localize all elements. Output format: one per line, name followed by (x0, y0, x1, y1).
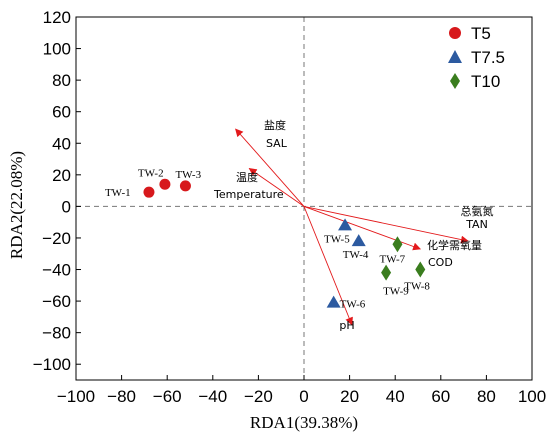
x-tick-label: −60 (153, 387, 182, 406)
vector-label-en-cod: COD (428, 256, 453, 269)
vector-label-cn-temperature: 温度 (236, 170, 258, 184)
legend: T5 T7.5 T10 (448, 24, 505, 91)
point-label-tw-4: TW-4 (343, 249, 369, 261)
y-tick-label: −40 (42, 261, 71, 280)
legend-label-t5: T5 (471, 24, 491, 43)
legend-label-t10: T10 (471, 72, 500, 91)
axes: −100 −80 −60 −40 −20 0 20 40 60 80 100 −100 −80 −60 −4… (33, 8, 546, 406)
point-tw-9 (381, 264, 392, 281)
point-label-tw-2: TW-2 (138, 167, 164, 179)
point-tw-2 (159, 178, 171, 190)
y-tick-label: 20 (52, 166, 71, 185)
point-tw-5 (338, 218, 353, 231)
point-tw-6 (326, 295, 341, 308)
y-tick-label: 40 (52, 134, 71, 153)
y-tick-label: 0 (62, 197, 71, 216)
x-axis-label: RDA1(39.38%) (250, 413, 358, 432)
x-tick-label: 20 (340, 387, 359, 406)
vector-label-en-ph: pH (339, 319, 354, 332)
point-label-tw-5: TW-5 (324, 233, 350, 245)
vector-label-en-sal: SAL (266, 137, 288, 150)
y-tick-label: −20 (42, 229, 71, 248)
point-tw-4 (351, 234, 366, 247)
vector-label-cn-cod: 化学需氧量 (427, 238, 482, 252)
x-tick-label: 80 (477, 387, 496, 406)
point-tw-7 (392, 236, 403, 253)
legend-marker-t7-5 (448, 50, 462, 63)
x-tick-label: 40 (386, 387, 405, 406)
vector-label-en-temperature: Temperature (213, 188, 284, 201)
y-tick-label: −60 (42, 292, 71, 311)
x-tick-label: −20 (244, 387, 273, 406)
x-tick-label: 60 (431, 387, 450, 406)
point-tw-8 (415, 261, 426, 278)
sample-points: TW-1 TW-2 TW-3 TW-4 TW-5 TW-6 TW-7 TW-8TW-9 (105, 167, 430, 310)
y-tick-label: 100 (43, 40, 71, 59)
point-label-tw-1: TW-1 (105, 187, 131, 199)
vector-label-cn-tan: 总氨氮 (461, 204, 494, 218)
y-axis-label: RDA2(22.08%) (7, 151, 26, 259)
point-label-tw-9: TW-9 (383, 286, 409, 298)
point-label-tw-3: TW-3 (175, 169, 201, 181)
x-tick-label: −40 (198, 387, 227, 406)
vector-arrow-tan (303, 205, 469, 244)
legend-marker-t5 (449, 27, 461, 39)
x-tick-label: −100 (57, 387, 95, 406)
x-tick-label: 100 (518, 387, 546, 406)
vector-label-en-tan: TAN (465, 218, 488, 231)
point-label-tw-7: TW-7 (379, 253, 405, 265)
point-tw-1 (143, 186, 155, 198)
vector-arrow-ph (303, 206, 353, 326)
vector-arrow-sal (235, 128, 305, 207)
point-label-tw-6: TW-6 (340, 299, 366, 311)
y-tick-label: 80 (52, 71, 71, 90)
legend-marker-t10 (450, 73, 460, 89)
reference-lines (76, 17, 532, 380)
vector-label-cn-sal: 盐度 (264, 118, 286, 132)
legend-label-t7-5: T7.5 (471, 48, 505, 67)
x-tick-label: −80 (107, 387, 136, 406)
point-label-tw-8: TW-8 (404, 281, 430, 293)
y-tick-label: 120 (43, 8, 71, 27)
y-tick-label: −100 (33, 355, 71, 374)
y-tick-label: 60 (52, 103, 71, 122)
x-tick-label: 0 (299, 387, 308, 406)
vector-arrow-temperature (248, 168, 305, 207)
point-tw-3 (179, 180, 191, 192)
y-tick-label: −80 (42, 324, 71, 343)
